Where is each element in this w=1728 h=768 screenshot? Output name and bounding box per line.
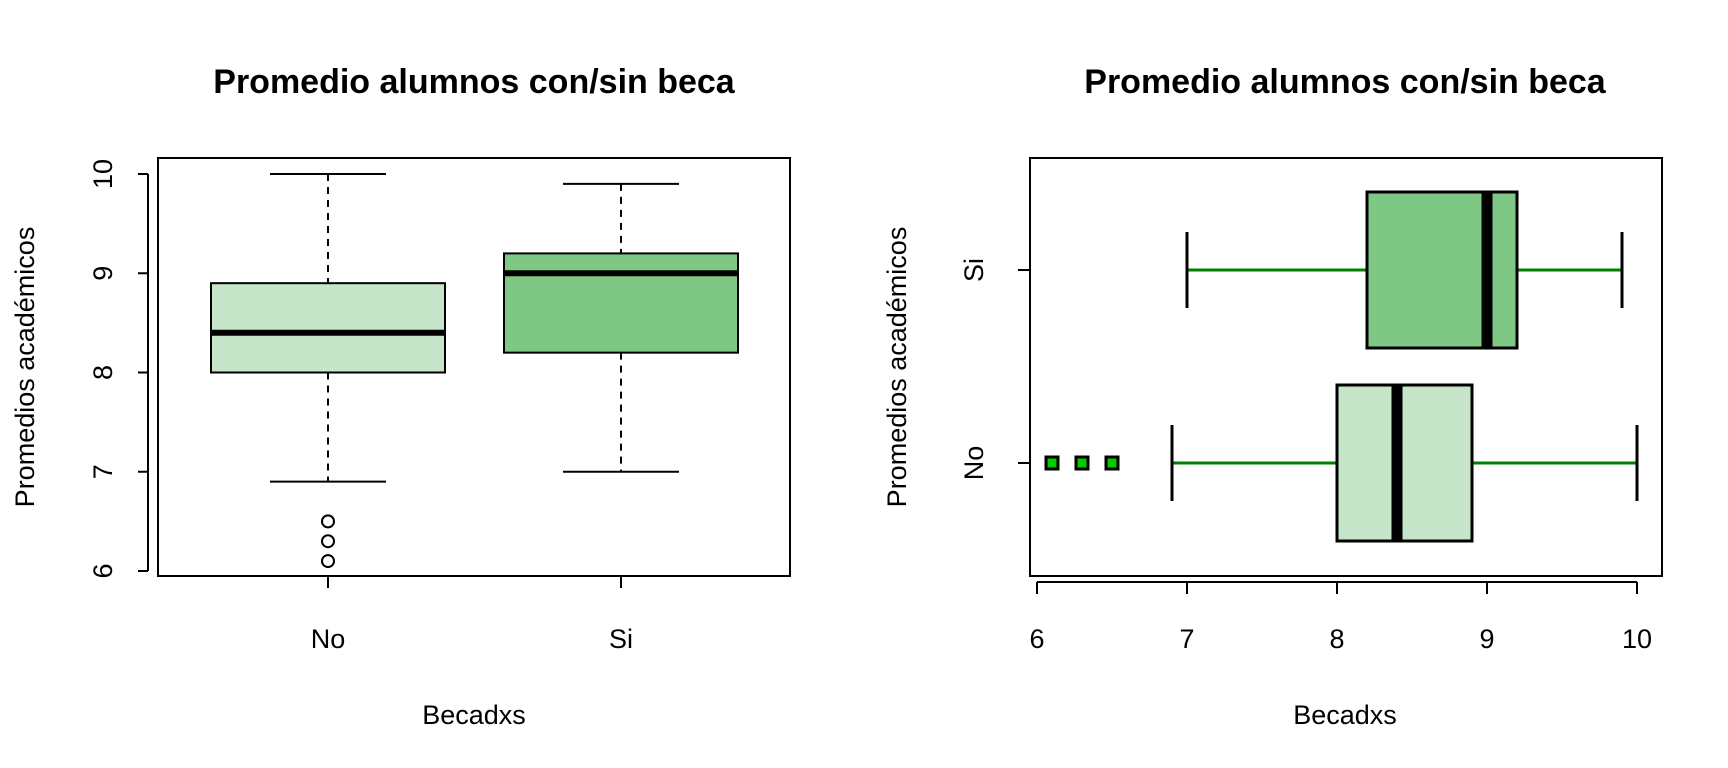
right-axes: 6 7 8 9 10 No Si: [959, 258, 1652, 654]
right-plot-frame: [1029, 157, 1663, 577]
x-tick-label-h-7: 7: [1179, 624, 1194, 654]
left-x-axis-label: Becadxs: [422, 700, 526, 730]
x-tick-label-si: Si: [609, 624, 633, 654]
left-boxplot-chart: Promedio alumnos con/sin beca 6 7 8 9 10 No Si…: [10, 63, 791, 730]
left-plot-frame: [157, 157, 791, 577]
right-x-axis-label: Becadxs: [1293, 700, 1397, 730]
right-plot-content: [1044, 190, 1639, 543]
left-chart-title: Promedio alumnos con/sin beca: [213, 63, 736, 101]
right-boxplot-chart: Promedio alumnos con/sin beca 6 7 8 9 10 No Si…: [882, 63, 1663, 730]
outlier-point-h-no-2: [1104, 455, 1120, 471]
box-no: [210, 282, 446, 374]
y-tick-label-9: 9: [88, 266, 118, 281]
right-chart-title: Promedio alumnos con/sin beca: [1084, 63, 1607, 101]
x-tick-label-no: No: [311, 624, 346, 654]
x-tick-label-h-9: 9: [1479, 624, 1494, 654]
outlier-point-h-no-0: [1044, 455, 1060, 471]
left-axes: 6 7 8 9 10 No Si: [88, 159, 633, 654]
left-y-axis-label: Promedios académicos: [10, 227, 40, 508]
box-h-no: [1335, 383, 1474, 543]
outlier-point-no-2: [321, 514, 335, 529]
box-h-si: [1365, 190, 1519, 350]
box-si: [503, 252, 739, 354]
y-tick-label-7: 7: [88, 464, 118, 479]
x-tick-label-h-10: 10: [1622, 624, 1652, 654]
y-tick-label-h-no: No: [959, 446, 989, 481]
left-plot-content: [210, 173, 739, 569]
y-tick-label-8: 8: [88, 365, 118, 380]
outlier-point-no-0: [321, 554, 335, 569]
outlier-point-h-no-1: [1074, 455, 1090, 471]
y-tick-label-h-si: Si: [959, 258, 989, 282]
y-tick-label-6: 6: [88, 563, 118, 578]
right-y-axis-label: Promedios académicos: [882, 227, 912, 508]
outlier-point-no-1: [321, 534, 335, 549]
x-tick-label-h-6: 6: [1029, 624, 1044, 654]
y-tick-label-10: 10: [88, 159, 118, 189]
x-tick-label-h-8: 8: [1329, 624, 1344, 654]
